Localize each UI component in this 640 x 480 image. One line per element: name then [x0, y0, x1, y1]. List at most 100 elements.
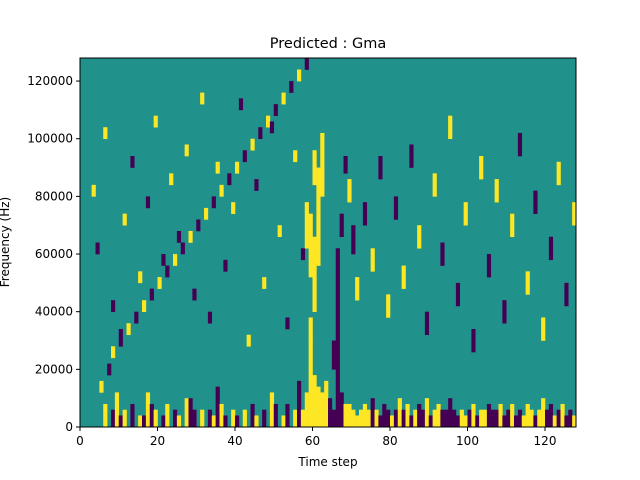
heatmap-cell	[533, 415, 538, 428]
heatmap-cell	[475, 415, 480, 428]
heatmap-cell	[529, 409, 534, 428]
heatmap-cell	[370, 248, 375, 272]
heatmap-cell	[560, 403, 565, 428]
heatmap-cell	[157, 277, 162, 289]
heatmap-cell	[568, 409, 573, 428]
heatmap-cell	[525, 271, 530, 295]
heatmap-cell	[285, 317, 290, 330]
heatmap-cell	[273, 403, 278, 428]
heatmap-cell	[347, 403, 352, 428]
heatmap-cell	[134, 311, 139, 324]
y-axis: 0 20000 40000 60000 80000 100000 120000	[27, 74, 80, 434]
heatmap-cell	[370, 398, 375, 428]
heatmap-cell	[215, 161, 220, 174]
heatmap-cell	[103, 127, 108, 140]
heatmap-cell	[250, 403, 255, 428]
x-tick-label: 20	[150, 434, 165, 448]
heatmap-cell	[463, 415, 468, 428]
heatmap-cell	[235, 161, 240, 174]
heatmap-cell	[564, 282, 569, 307]
heatmap-cell	[479, 156, 484, 180]
heatmap-cell	[142, 300, 147, 312]
heatmap-cell	[176, 415, 182, 428]
heatmap-cell	[269, 121, 275, 134]
heatmap-cell	[343, 403, 348, 428]
heatmap-cell	[238, 98, 244, 111]
heatmap-cell	[417, 403, 422, 428]
heatmap-cell	[304, 202, 309, 249]
heatmap-cell	[494, 409, 499, 428]
y-tick-label: 120000	[27, 74, 73, 88]
heatmap-cell	[359, 409, 364, 428]
heatmap-cell	[545, 409, 550, 428]
heatmap-cell	[300, 248, 306, 261]
heatmap-cell	[223, 415, 228, 428]
x-tick-label: 0	[76, 434, 84, 448]
heatmap-cell	[165, 265, 170, 278]
heatmap-cell	[258, 127, 263, 140]
heatmap-cell	[142, 415, 147, 428]
heatmap-cell	[483, 409, 488, 428]
heatmap-cell	[242, 409, 247, 428]
heatmap-cell	[401, 409, 406, 428]
heatmap-cell	[343, 156, 348, 174]
heatmap-cell	[486, 403, 492, 428]
heatmap-cell	[510, 213, 515, 238]
heatmap-cell	[250, 138, 255, 151]
heatmap-cell	[219, 403, 224, 428]
heatmap-cell	[211, 415, 216, 428]
x-tick-label: 120	[534, 434, 557, 448]
heatmap-cell	[173, 409, 178, 428]
heatmap-cell	[506, 409, 511, 428]
heatmap-cell	[254, 415, 259, 428]
heatmap-cell	[262, 277, 267, 289]
heatmap-cell	[122, 213, 127, 226]
heatmap-cell	[215, 386, 220, 428]
heatmap-cell	[572, 202, 577, 226]
heatmap-cell	[378, 415, 383, 428]
heatmap-cell	[277, 225, 282, 238]
heatmap-cell	[130, 403, 135, 428]
heatmap-cell	[533, 190, 538, 214]
heatmap-cell	[111, 409, 116, 428]
heatmap-cell	[231, 409, 236, 428]
heatmap-cell	[173, 254, 178, 266]
heatmap-background	[80, 58, 576, 427]
heatmap-cell	[498, 403, 503, 428]
heatmap-cell	[219, 184, 224, 197]
heatmap-cell	[184, 398, 189, 428]
heatmap-cell	[312, 236, 317, 312]
heatmap-cell	[436, 403, 441, 428]
heatmap-cell	[273, 104, 278, 116]
x-tick-label: 60	[305, 434, 320, 448]
heatmap-cell	[204, 207, 209, 220]
y-tick-label: 60000	[35, 247, 73, 261]
heatmap-cell	[440, 409, 445, 428]
heatmap-cell	[227, 173, 232, 186]
heatmap-cell	[362, 403, 368, 428]
heatmap-cell	[324, 380, 329, 428]
heatmap-cell	[393, 409, 399, 428]
heatmap-cell	[444, 409, 449, 428]
x-axis: 0 20 40 60 80 100 120	[76, 427, 556, 448]
heatmap-cell	[521, 415, 526, 428]
heatmap-cell	[552, 415, 557, 428]
heatmap-cell	[308, 213, 313, 278]
y-axis-title: Frequency (Hz)	[0, 197, 12, 288]
heatmap-cell	[211, 196, 216, 209]
heatmap-cell	[355, 277, 360, 301]
heatmap-cell	[548, 236, 554, 261]
y-tick-label: 100000	[27, 132, 73, 146]
heatmap-cell	[331, 409, 337, 428]
chart-title: Predicted : Gma	[270, 36, 386, 52]
heatmap-cell	[223, 259, 228, 272]
heatmap-cell	[111, 346, 116, 359]
heatmap-cell	[192, 409, 197, 428]
heatmap-cell	[153, 409, 158, 428]
y-tick-label: 0	[65, 420, 73, 434]
x-axis-title: Time step	[297, 455, 357, 469]
heatmap-cell	[297, 69, 302, 82]
heatmap-cell	[289, 81, 294, 93]
heatmap-cell	[339, 392, 344, 428]
